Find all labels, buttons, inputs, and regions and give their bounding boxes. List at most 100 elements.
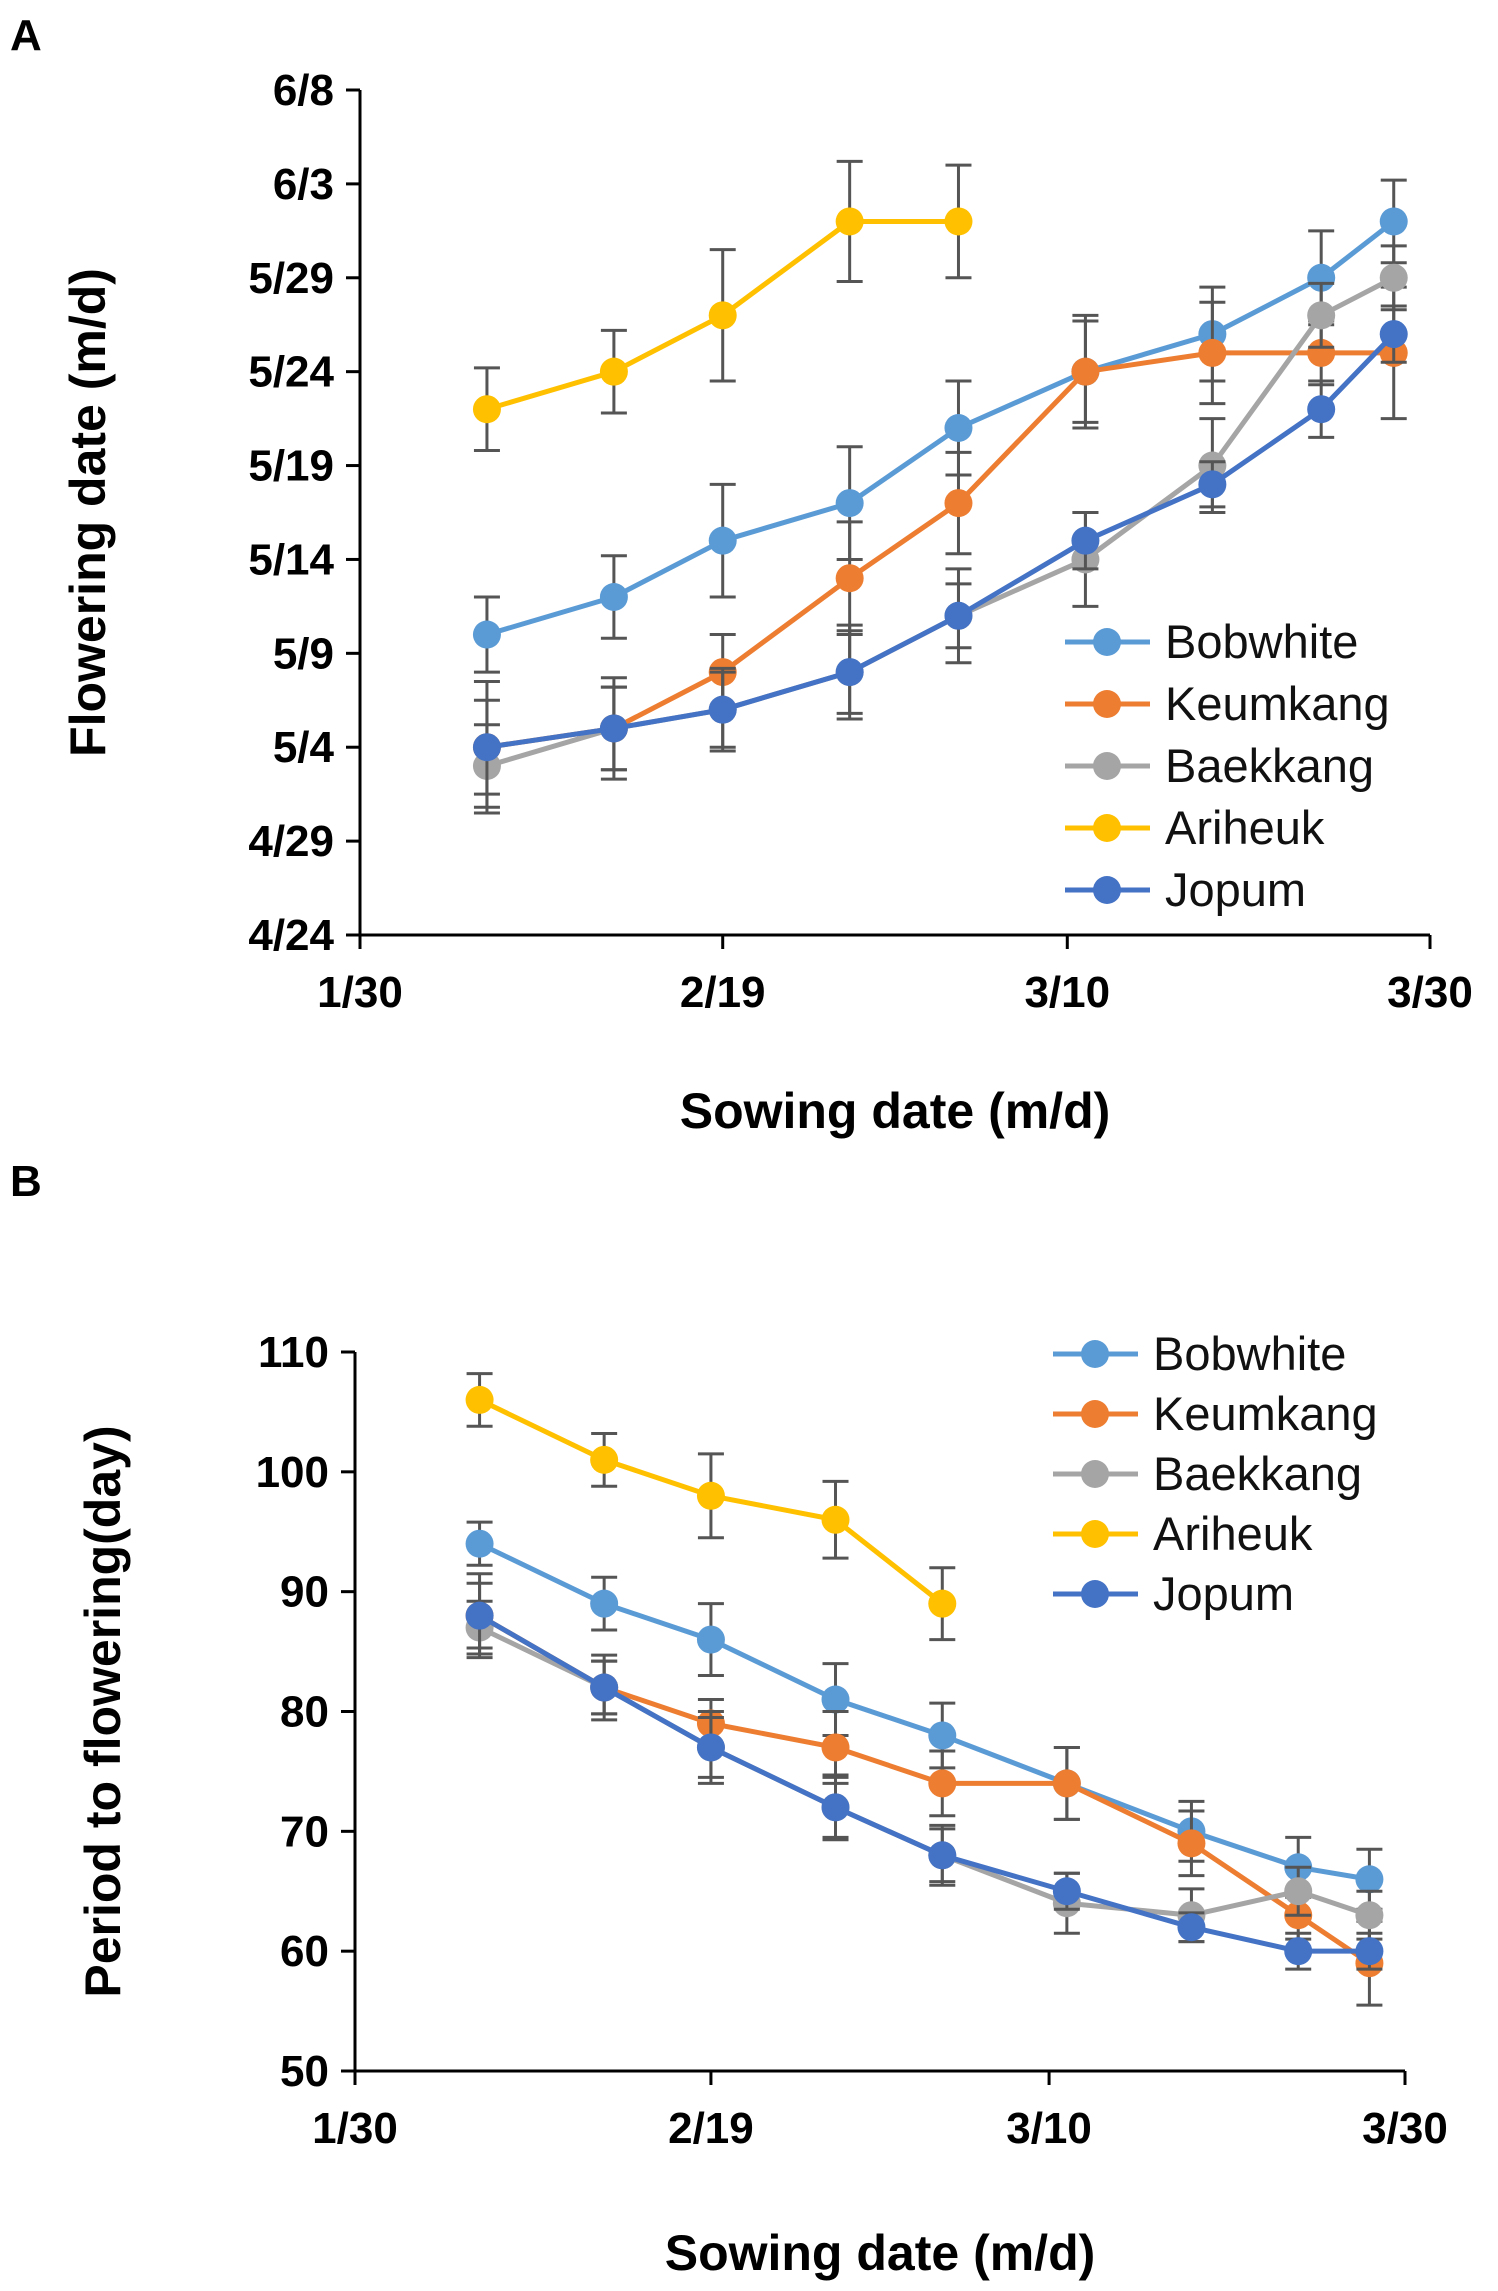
x-tick-label: 2/19 (668, 2104, 754, 2153)
data-point (708, 526, 737, 555)
data-point (599, 583, 628, 611)
data-point (1307, 301, 1336, 330)
series-ariheuk (465, 1372, 957, 1642)
data-point (1052, 1769, 1081, 1798)
y-axis-title-b: Period to flowering(day) (75, 1425, 131, 1997)
series-bobwhite (472, 178, 1408, 674)
data-point (835, 564, 864, 593)
y-tick-label: 5/19 (248, 442, 334, 491)
data-point (590, 1445, 619, 1474)
axes-a: 4/24 4/29 5/4 5/9 5/14 5/19 5/24 5/29 6/3 6/8 1/30… (248, 66, 1472, 1017)
series-baekkang (465, 1599, 1384, 1944)
series-group-a (472, 159, 1408, 815)
data-point (1284, 1877, 1313, 1906)
y-tick-label: 100 (256, 1448, 329, 1497)
data-point (1071, 357, 1100, 386)
legend-item-bobwhite: Bobwhite (1053, 1327, 1346, 1380)
data-point (599, 357, 628, 386)
x-tick-label: 3/30 (1362, 2104, 1448, 2153)
data-point (599, 714, 628, 743)
y-tick-label: 5/29 (248, 254, 334, 303)
data-point (465, 1385, 494, 1414)
x-axis-title-a: Sowing date (m/d) (680, 1083, 1111, 1139)
chart-panel-b: B 50 60 70 80 90 100 110 1/30 2/19 3/10 3/30 Sowin… (0, 1146, 1498, 2291)
legend-label: Jopum (1165, 863, 1306, 916)
data-point (1177, 1829, 1206, 1858)
data-point (1307, 395, 1336, 424)
y-tick-label: 80 (280, 1688, 329, 1737)
y-tick-label: 5/9 (273, 629, 334, 678)
y-tick-label: 90 (280, 1568, 329, 1617)
x-tick-label: 1/30 (312, 2104, 398, 2153)
data-point (1355, 1901, 1384, 1930)
legend-item-baekkang: Baekkang (1065, 739, 1374, 792)
legend-label: Jopum (1153, 1567, 1294, 1620)
y-tick-label: 5/14 (248, 535, 334, 584)
legend-item-bobwhite: Bobwhite (1065, 615, 1358, 668)
data-point (708, 301, 737, 330)
x-tick-label: 3/30 (1387, 968, 1473, 1017)
data-point (696, 1481, 725, 1510)
legend-marker (1081, 1580, 1109, 1608)
data-point (1284, 1937, 1313, 1966)
y-tick-label: 4/29 (248, 817, 334, 866)
data-point (1198, 470, 1227, 499)
series-jopum (465, 1572, 1384, 1971)
data-point (472, 395, 501, 424)
legend-marker (1081, 1460, 1109, 1488)
data-point (1052, 1877, 1081, 1906)
data-point (835, 489, 864, 518)
data-point (928, 1769, 957, 1798)
legend-label: Keumkang (1165, 677, 1390, 730)
data-point (928, 1589, 957, 1618)
x-axis-title-b: Sowing date (m/d) (665, 2225, 1096, 2281)
data-point (835, 658, 864, 687)
data-point (590, 1673, 619, 1702)
legend-marker (1093, 752, 1121, 780)
y-tick-label: 60 (280, 1927, 329, 1976)
legend-label: Bobwhite (1153, 1327, 1346, 1380)
legend-marker (1081, 1340, 1109, 1368)
x-tick-label: 3/10 (1024, 968, 1110, 1017)
data-point (472, 620, 501, 649)
data-point (1177, 1913, 1206, 1942)
series-line (486, 219, 1396, 637)
data-point (465, 1601, 494, 1630)
y-tick-label: 5/4 (273, 723, 335, 772)
data-point (944, 414, 973, 442)
series-line (478, 1613, 1371, 1966)
legend-marker (1081, 1520, 1109, 1548)
legend-marker (1093, 814, 1121, 842)
y-tick-label: 4/24 (248, 911, 334, 960)
data-point (1071, 526, 1100, 555)
data-point (1379, 263, 1408, 292)
y-tick-label: 6/8 (273, 66, 334, 115)
legend-b: Bobwhite Keumkang Baekkang Ariheuk Jopum (1053, 1327, 1378, 1620)
legend-item-ariheuk: Ariheuk (1053, 1507, 1313, 1560)
data-point (1379, 320, 1408, 349)
legend-marker (1093, 690, 1121, 718)
x-tick-label: 1/30 (317, 968, 403, 1017)
data-point (835, 207, 864, 236)
data-point (821, 1733, 850, 1762)
y-tick-label: 6/3 (273, 160, 334, 209)
series-jopum (472, 304, 1408, 815)
x-tick-label: 2/19 (680, 968, 766, 1017)
y-axis-title-a: Flowering date (m/d) (60, 268, 116, 757)
data-point (1355, 1865, 1384, 1894)
series-line (478, 1613, 1370, 1954)
x-tick-label: 3/10 (1006, 2104, 1092, 2153)
legend-item-keumkang: Keumkang (1053, 1387, 1378, 1440)
data-point (1355, 1937, 1384, 1966)
y-tick-label: 70 (280, 1807, 329, 1856)
axes-b: 50 60 70 80 90 100 110 1/30 2/19 3/10 3/30 (256, 1328, 1448, 2153)
series-ariheuk (472, 159, 973, 453)
panel-letter-a: A (10, 11, 42, 60)
data-point (928, 1721, 957, 1750)
legend-label: Keumkang (1153, 1387, 1378, 1440)
y-tick-label: 5/24 (248, 348, 334, 397)
data-point (944, 489, 973, 518)
legend-label: Bobwhite (1165, 615, 1358, 668)
legend-marker (1093, 628, 1121, 656)
data-point (696, 1733, 725, 1762)
